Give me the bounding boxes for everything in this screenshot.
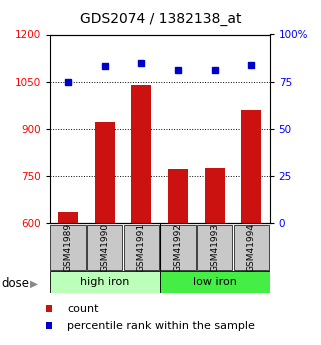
Bar <box>160 225 195 270</box>
Text: dose: dose <box>2 277 30 290</box>
Bar <box>131 85 152 223</box>
Text: GSM41992: GSM41992 <box>174 223 183 272</box>
Text: low iron: low iron <box>193 277 237 287</box>
Bar <box>46 305 52 312</box>
Bar <box>50 271 160 293</box>
Text: GSM41991: GSM41991 <box>137 223 146 272</box>
Bar <box>241 110 261 223</box>
Text: percentile rank within the sample: percentile rank within the sample <box>67 321 255 331</box>
Bar <box>58 211 78 223</box>
Bar <box>168 169 188 223</box>
Text: ▶: ▶ <box>30 279 38 288</box>
Bar <box>50 225 86 270</box>
Bar <box>87 225 122 270</box>
Bar <box>160 271 270 293</box>
Text: GDS2074 / 1382138_at: GDS2074 / 1382138_at <box>80 12 241 26</box>
Bar <box>234 225 269 270</box>
Bar <box>95 122 115 223</box>
Bar <box>197 225 232 270</box>
Bar <box>124 225 159 270</box>
Bar <box>46 322 52 329</box>
Text: GSM41990: GSM41990 <box>100 223 109 272</box>
Bar <box>204 168 225 223</box>
Text: high iron: high iron <box>80 277 129 287</box>
Text: GSM41989: GSM41989 <box>64 223 73 272</box>
Text: count: count <box>67 304 99 314</box>
Text: GSM41994: GSM41994 <box>247 223 256 272</box>
Text: GSM41993: GSM41993 <box>210 223 219 272</box>
